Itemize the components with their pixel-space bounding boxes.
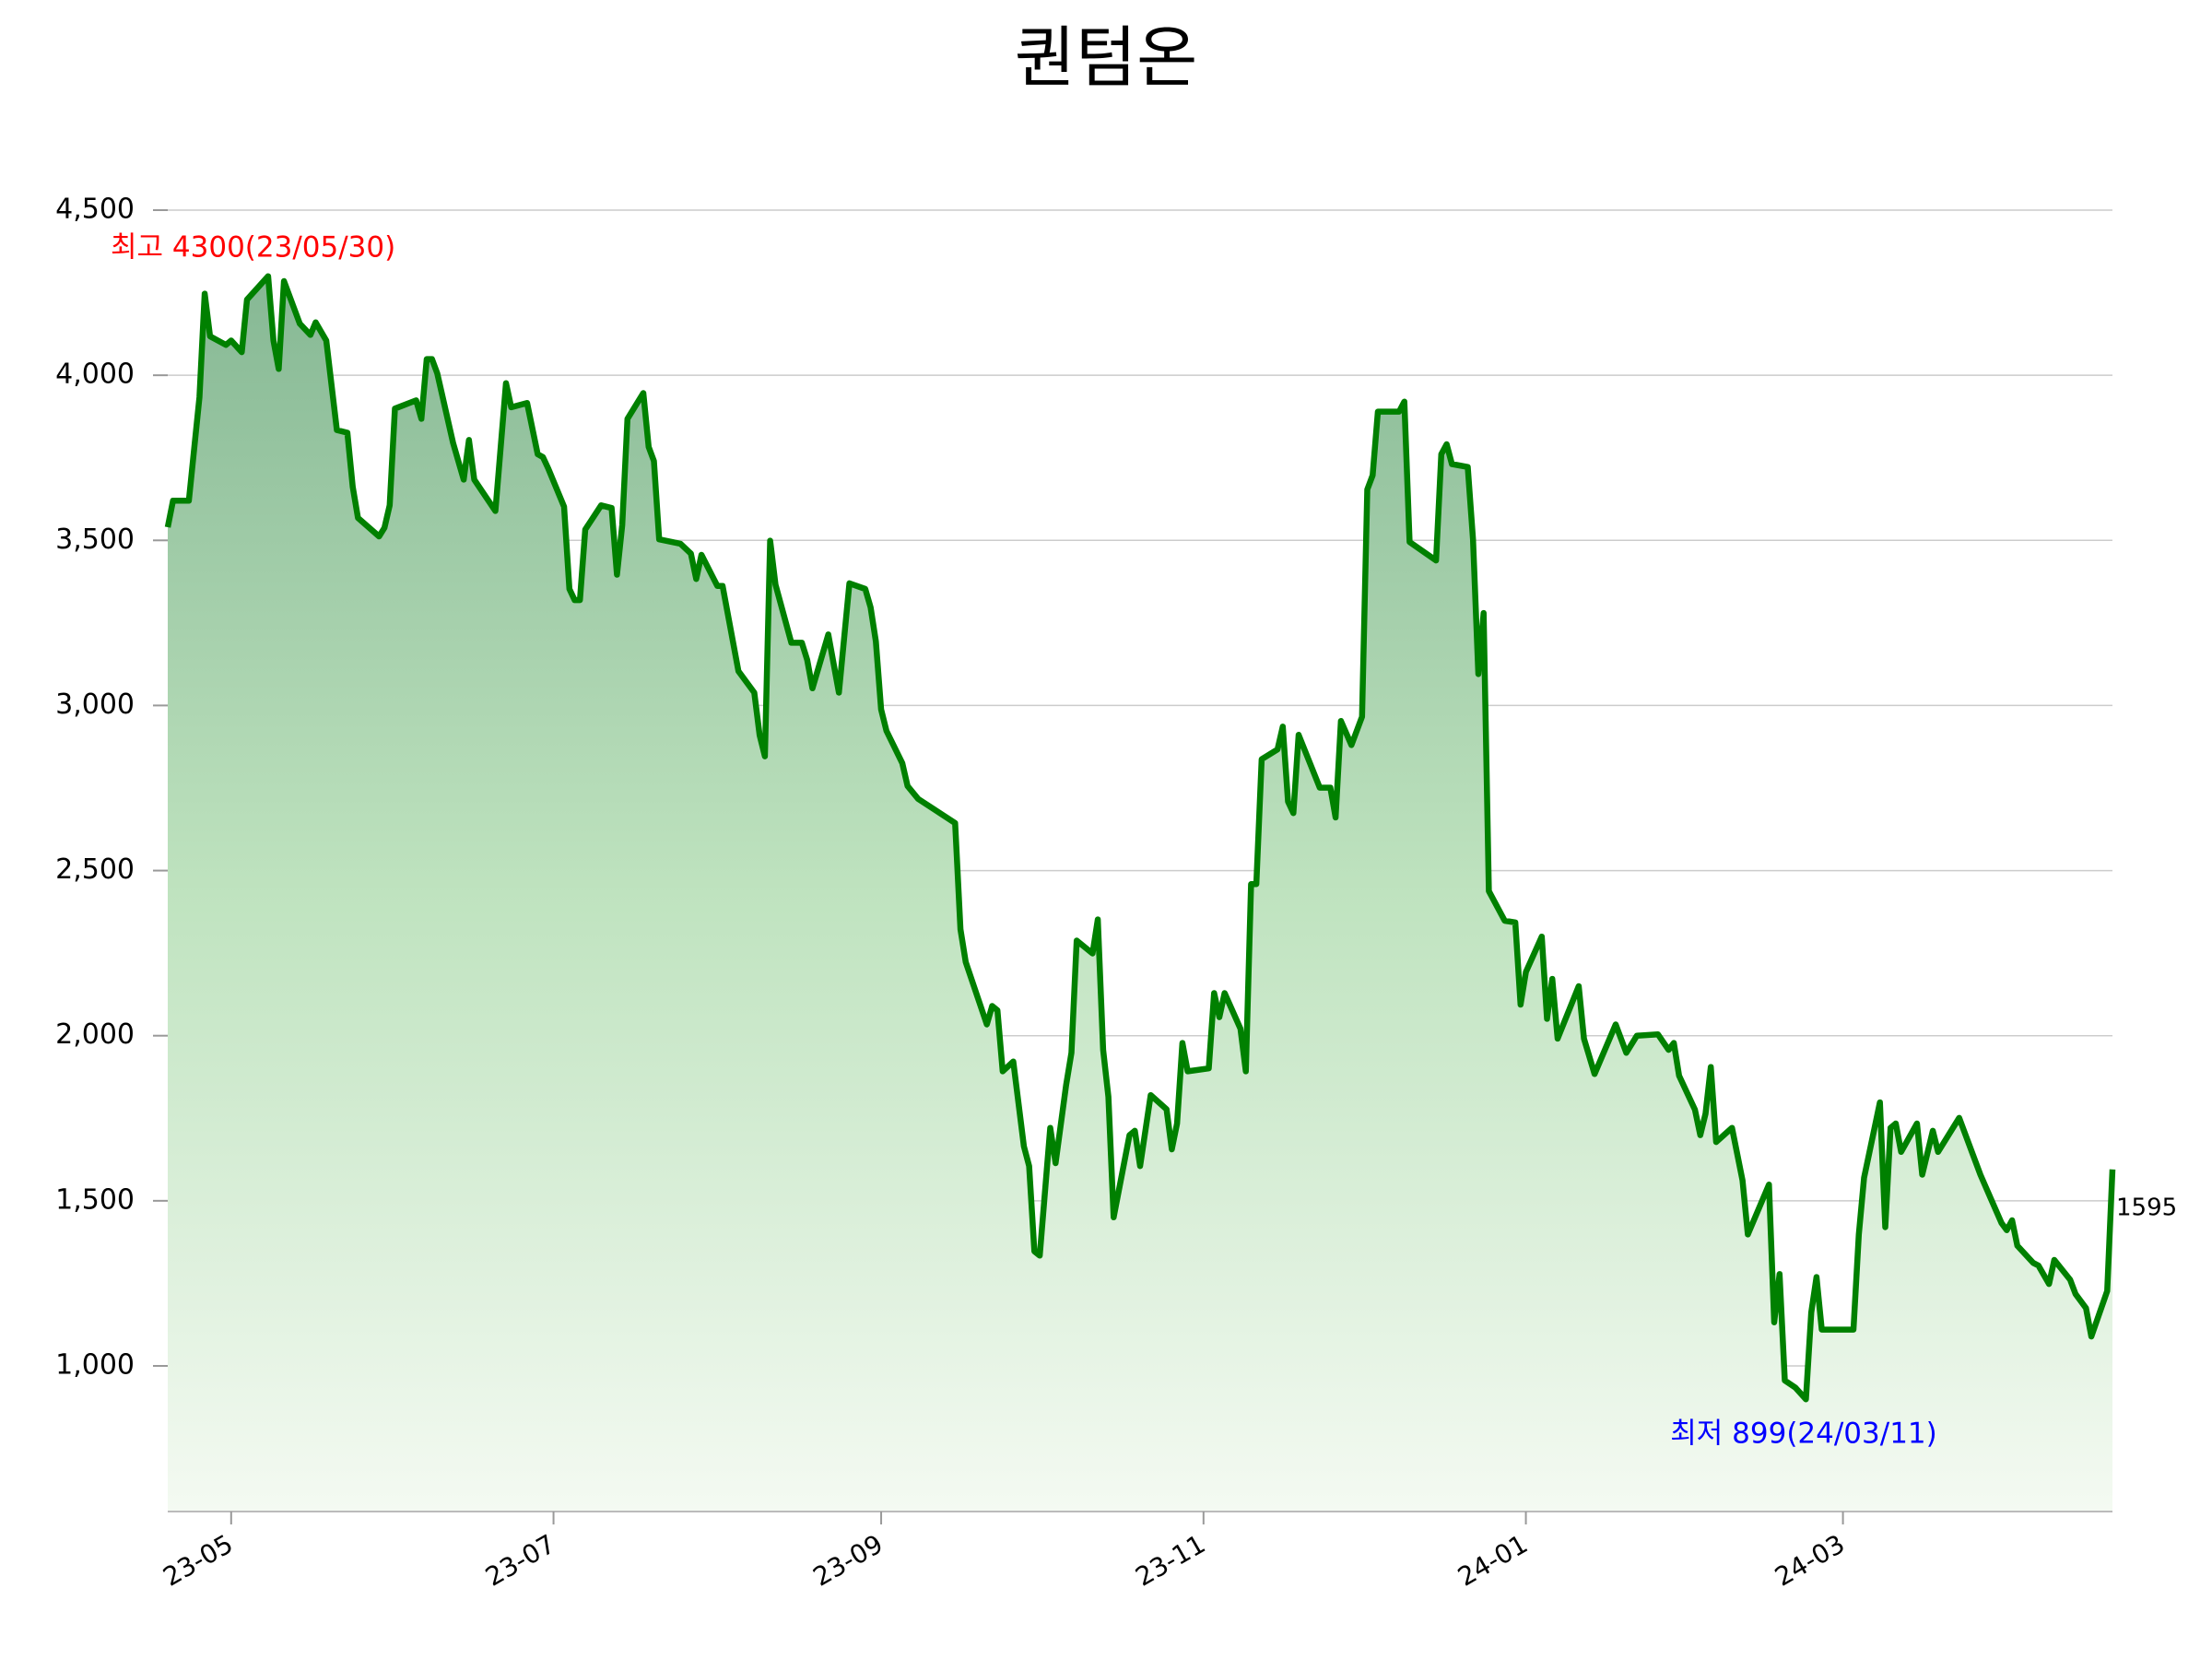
area [168,276,2112,1512]
y-tick-label: 2,000 [55,1018,135,1051]
annotation: 최고 4300(23/05/30) [111,231,395,265]
y-tick-label: 3,500 [55,524,135,556]
annotation: 최저 899(24/03/11) [1670,1418,1936,1451]
x-tick-label: 23-09 [808,1528,888,1592]
x-tick-label: 24-03 [1770,1528,1850,1592]
y-tick-label: 3,000 [55,688,135,721]
y-tick-label: 1,500 [55,1183,135,1216]
line [164,273,2116,1403]
x-tick-label: 23-11 [1130,1528,1210,1592]
y-tick-label: 4,500 [55,194,135,226]
x-tick-label: 23-07 [480,1528,560,1592]
last-value-label: 1595 [2116,1194,2177,1222]
x-tick-label: 24-01 [1453,1528,1533,1592]
y-tick-label: 1,000 [55,1348,135,1381]
x-tick-label: 23-05 [158,1528,238,1592]
y-tick-label: 2,500 [55,853,135,886]
y-tick-label: 4,000 [55,359,135,391]
chart-title: 퀀텀온 [1015,19,1198,97]
